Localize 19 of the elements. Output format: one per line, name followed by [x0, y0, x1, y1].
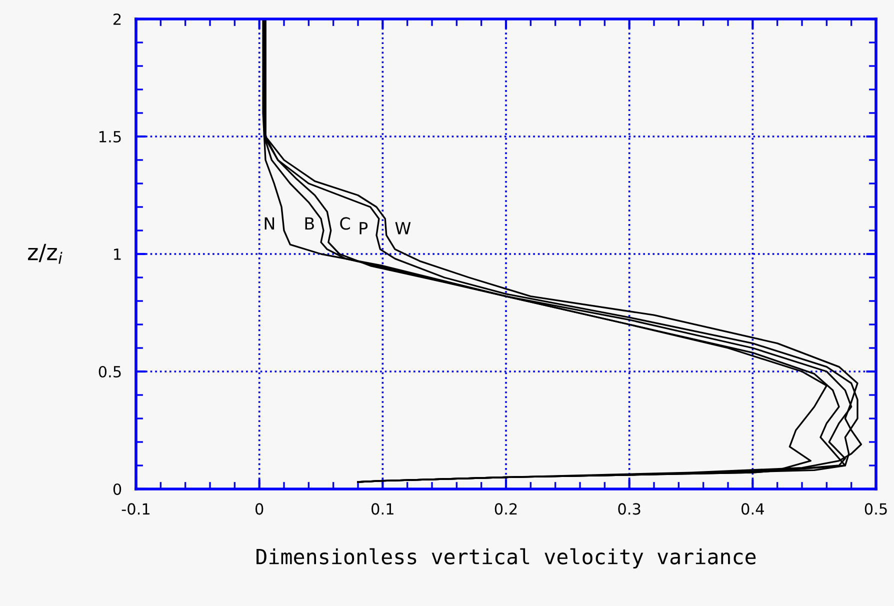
x-tick-label: 0.2: [494, 503, 517, 515]
y-tick-label: 0.5: [98, 366, 121, 378]
x-tick-label: 0: [255, 503, 264, 515]
x-tick-label: 0.4: [742, 503, 764, 515]
x-tick-label: 0.1: [372, 503, 394, 515]
series-label: W: [395, 222, 411, 234]
x-tick-label: 0.3: [618, 503, 640, 515]
x-tick-label: 0.5: [864, 503, 887, 515]
y-axis-title: z/z$_{i}$: [28, 244, 62, 264]
y-tick-label: 1: [114, 248, 121, 260]
x-tick-label: -0.1: [122, 503, 150, 515]
series-label: P: [360, 222, 368, 234]
y-tick-label: 1.5: [99, 131, 121, 143]
series-label: N: [264, 217, 274, 230]
y-tick-label: 2: [114, 13, 121, 25]
series-label: C: [340, 217, 350, 230]
series-label: B: [305, 217, 314, 230]
y-tick-label: 0: [113, 483, 122, 496]
x-axis-title: Dimensionless vertical velocity variance: [256, 548, 756, 569]
